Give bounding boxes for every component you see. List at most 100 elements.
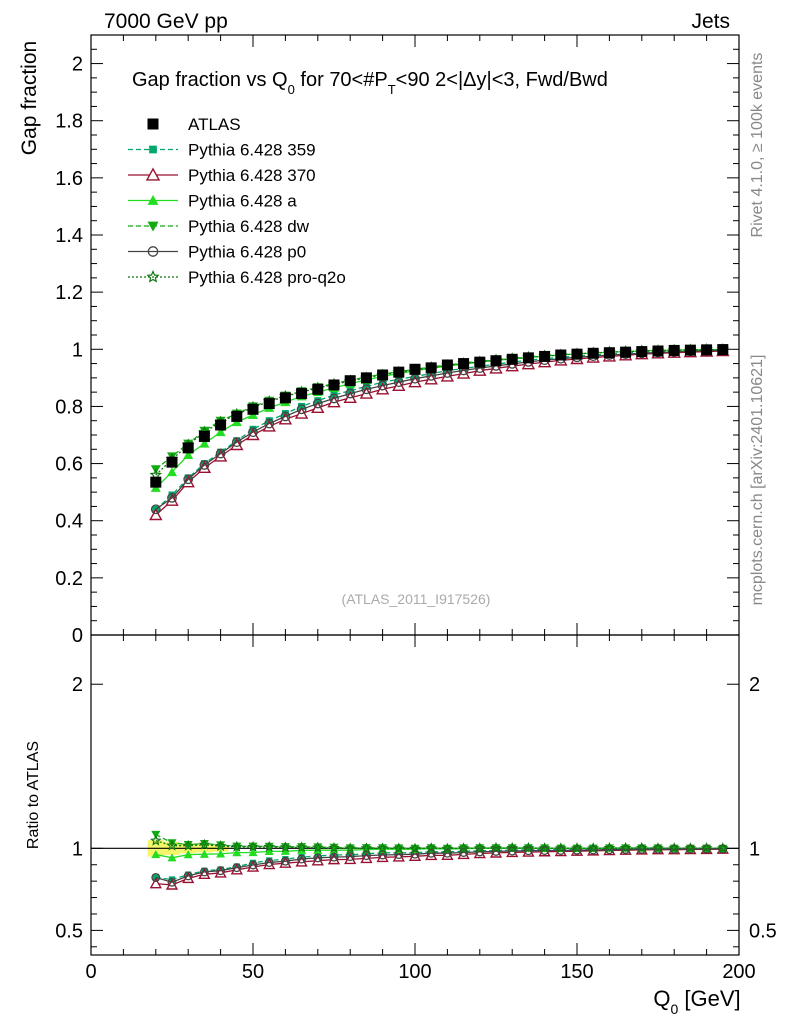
ratio-point-pp0 [540, 846, 550, 855]
ratio-point-pq2o [474, 842, 486, 854]
main-ylabel: Gap fraction [18, 41, 41, 155]
ratio-point-p370 [425, 848, 438, 861]
data-point-atlas [603, 347, 615, 359]
ratio-point-pq2o [214, 840, 227, 851]
data-point-p370 [456, 366, 471, 379]
y-tick-label: 1.4 [55, 225, 83, 247]
data-point-atlas [198, 430, 210, 442]
legend-entry-pa: Pythia 6.428 a [128, 192, 297, 211]
data-point-p370 [278, 412, 293, 425]
data-point-pp0 [393, 377, 404, 388]
legend-label: Pythia 6.428 359 [188, 141, 316, 160]
legend: ATLAS Pythia 6.428 359 Pythia 6.428 370 Pyt… [128, 115, 346, 287]
data-point-atlas [263, 398, 275, 410]
data-point-pa [199, 438, 210, 448]
ratio-point-pq2o [668, 842, 680, 854]
y-tick-label: 2 [72, 54, 83, 76]
ratio-point-pp0 [523, 846, 533, 856]
data-point-atlas [490, 355, 502, 367]
data-point-pp0 [312, 398, 323, 409]
ratio-point-pp0 [199, 867, 209, 877]
ratio-point-pq2o [603, 841, 616, 853]
data-point-p370 [473, 363, 487, 376]
rivet-label: Rivet 4.1.0, ≥ 100k events [749, 53, 766, 238]
ratio-point-pp0 [572, 845, 582, 855]
ratio-point-pq2o [344, 842, 357, 854]
ratio-point-pp0 [151, 872, 161, 882]
data-point-pp0 [329, 393, 339, 404]
data-point-atlas [150, 476, 162, 488]
data-point-atlas [344, 375, 356, 387]
ratio-point-pq2o [506, 841, 519, 853]
ratio-point-pp0 [248, 860, 258, 870]
y-tick-label: 0.2 [55, 568, 83, 590]
data-point-atlas [409, 363, 421, 375]
ratio-point-pq2o [231, 840, 243, 852]
ratio-series-pq2o [150, 834, 729, 854]
legend-label: Pythia 6.428 370 [188, 166, 316, 185]
ratio-point-pp0 [637, 844, 647, 854]
ratio-point-pq2o [312, 841, 324, 853]
ratio-point-pq2o [425, 842, 437, 854]
main-panel-series [149, 343, 730, 521]
data-point-p359 [330, 391, 338, 399]
ratio-point-p370 [392, 850, 405, 862]
data-point-atlas [684, 344, 696, 356]
ratio-point-pdw [183, 840, 193, 850]
ratio-y-tick-label: 2 [72, 674, 83, 696]
data-point-atlas [587, 347, 599, 359]
series-pp0 [150, 345, 728, 515]
ratio-point-pa [199, 849, 209, 858]
ratio-point-pq2o [360, 842, 373, 854]
legend-entry-pdw: Pythia 6.428 dw [128, 217, 310, 236]
data-point-atlas [328, 379, 340, 391]
ratio-point-pq2o [587, 842, 599, 854]
ratio-point-pq2o [441, 842, 454, 854]
data-point-atlas [425, 362, 437, 374]
series-line-p370 [155, 350, 723, 516]
ratio-point-pp0 [588, 845, 598, 855]
data-point-pp0 [199, 460, 210, 470]
ratio-point-pq2o [392, 842, 405, 854]
legend-label: Pythia 6.428 p0 [188, 243, 306, 262]
ratio-ylabel: Ratio to ATLAS [25, 741, 42, 849]
data-point-pp0 [345, 388, 356, 399]
ratio-point-pa [151, 849, 161, 859]
ratio-point-pq2o [247, 840, 259, 852]
ratio-frame [90, 634, 740, 956]
data-point-atlas [182, 442, 194, 454]
data-point-atlas [166, 456, 178, 468]
ratio-point-pdw [167, 839, 177, 848]
data-point-p370 [149, 508, 163, 521]
data-point-atlas [360, 372, 372, 384]
ratio-point-pq2o [166, 839, 178, 851]
energy-label: 7000 GeV pp [104, 10, 228, 33]
ratio-point-pp0 [313, 853, 323, 863]
legend-marker [145, 167, 161, 181]
data-point-atlas [312, 383, 324, 395]
y-tick-label: 0 [72, 625, 83, 647]
ratio-point-pq2o [522, 841, 535, 853]
x-tick-label: 0 [85, 961, 96, 983]
y-tick-label: 1.2 [55, 282, 83, 304]
ratio-point-pq2o [555, 842, 567, 854]
ratio-point-pq2o [635, 841, 648, 853]
legend-entry-pp0: Pythia 6.428 p0 [128, 243, 306, 262]
ratio-point-p370 [327, 853, 341, 865]
ratio-point-p370 [230, 863, 243, 875]
data-point-pp0 [280, 411, 291, 422]
series-atlas [150, 344, 729, 488]
ratio-point-pq2o [717, 842, 729, 854]
ratio-y-tick-label: 1 [72, 838, 83, 860]
data-point-atlas [506, 353, 518, 365]
ratio-point-pq2o [295, 841, 308, 853]
data-point-p370 [521, 357, 536, 370]
legend-entry-pq2o: Pythia 6.428 pro-q2o [128, 268, 346, 287]
legend-marker [147, 195, 159, 205]
ratio-point-pa [216, 849, 226, 858]
ratio-point-pp0 [216, 866, 226, 876]
y-tick-label: 1.6 [55, 168, 83, 190]
ratio-point-pq2o [538, 842, 551, 854]
y-tick-label: 0.4 [55, 511, 83, 533]
data-point-pa [167, 467, 177, 477]
